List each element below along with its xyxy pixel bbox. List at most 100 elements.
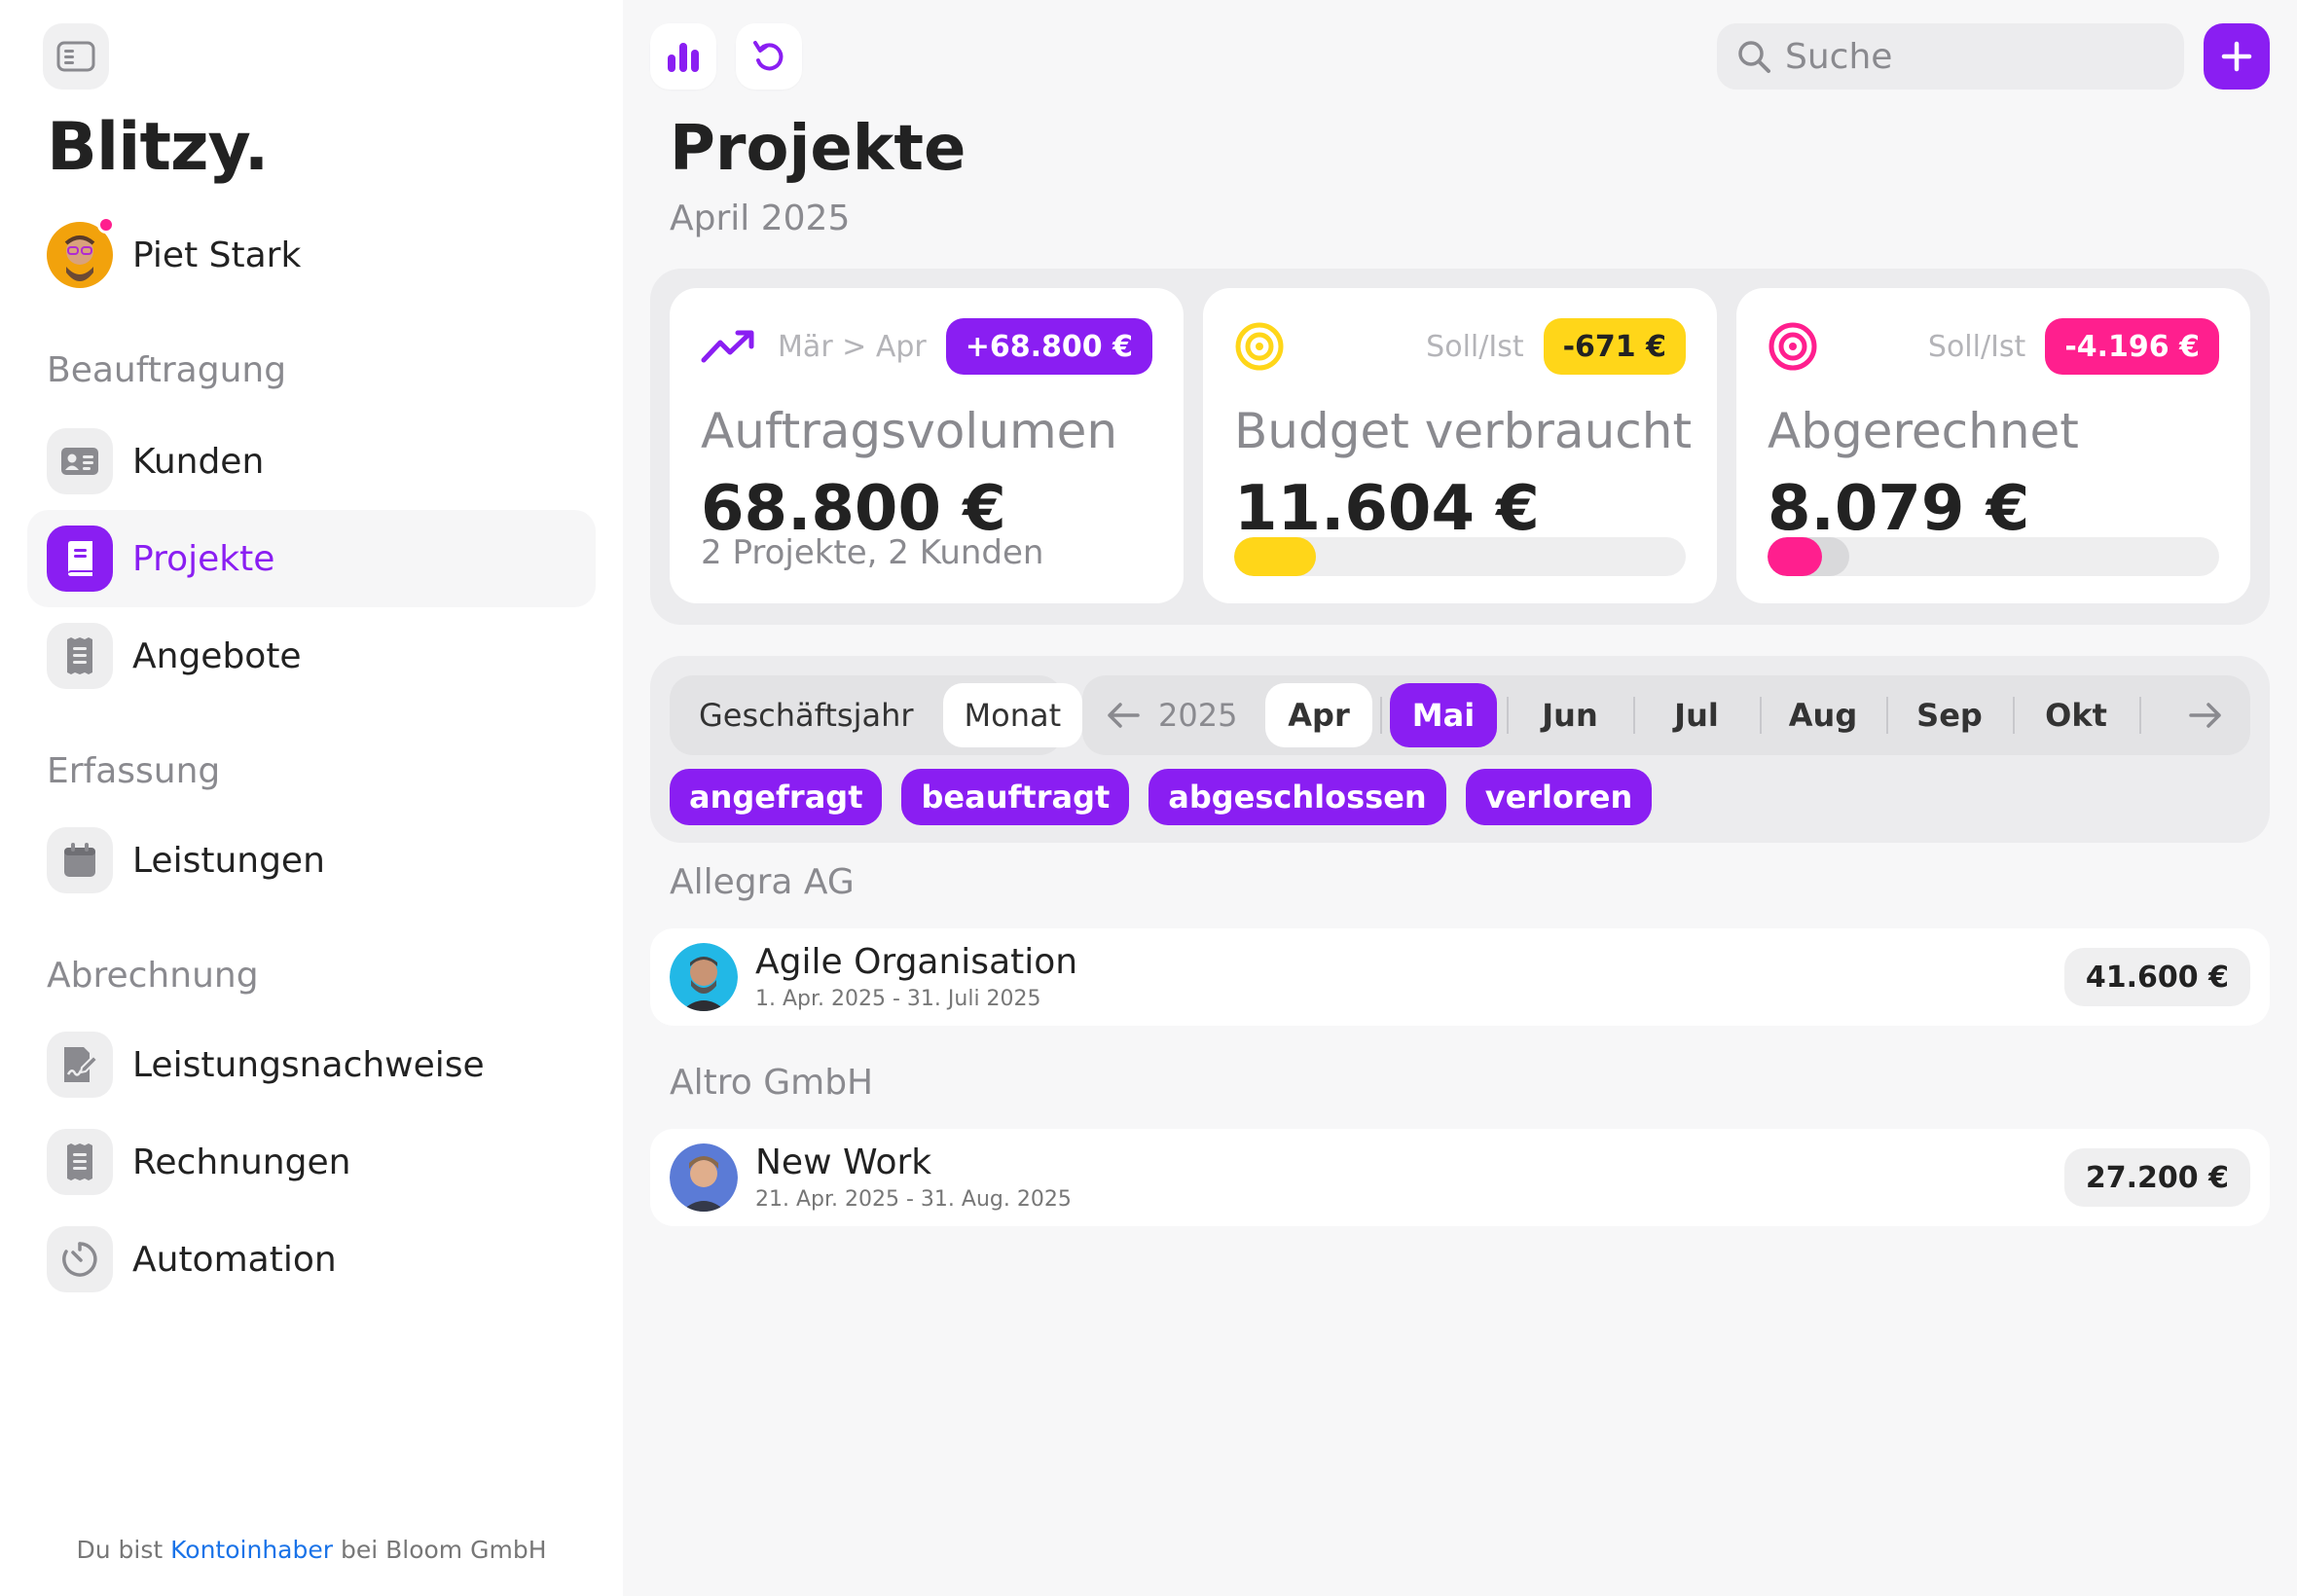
period-mode-toggle: Geschäftsjahr Monat (670, 675, 1083, 755)
sidebar-item-label: Projekte (132, 538, 275, 579)
kpi-compare-label: Soll/Ist (1927, 329, 2026, 364)
month-sep[interactable]: Sep (1916, 697, 1983, 734)
project-dates: 21. Apr. 2025 - 31. Aug. 2025 (755, 1187, 1072, 1212)
kpi-delta-badge: -4.196 € (2045, 318, 2219, 375)
target-icon (1235, 322, 1284, 371)
period-mode-fiscal-year[interactable]: Geschäftsjahr (699, 697, 914, 734)
month-prev-button[interactable] (1106, 675, 1141, 755)
page-subtitle: April 2025 (670, 199, 851, 238)
user-profile[interactable]: Piet Stark (47, 216, 301, 288)
sidebar-item-label: Kunden (132, 441, 265, 482)
account-note: Du bist Kontoinhaber bei Bloom GmbH (0, 1536, 623, 1564)
month-jun[interactable]: Jun (1542, 697, 1598, 734)
section-title-beauftragung: Beauftragung (47, 350, 287, 390)
month-divider (1507, 697, 1509, 734)
month-apr[interactable]: Apr (1265, 683, 1372, 747)
month-divider (2139, 697, 2141, 734)
month-next-button[interactable] (2188, 675, 2223, 755)
project-row[interactable]: Agile Organisation 1. Apr. 2025 - 31. Ju… (650, 928, 2270, 1026)
month-jul[interactable]: Jul (1674, 697, 1719, 734)
month-divider (2013, 697, 2015, 734)
arrow-left-icon (1108, 703, 1140, 728)
kpi-compare-label: Mär > Apr (778, 329, 927, 364)
plus-icon (2221, 41, 2252, 72)
status-filter-chips: angefragt beauftragt abgeschlossen verlo… (670, 769, 1671, 825)
sidebar-item-automation[interactable]: Automation (27, 1211, 596, 1308)
status-chip-beauftragt[interactable]: beauftragt (901, 769, 1130, 825)
month-divider (1760, 697, 1762, 734)
sidebar-item-rechnungen[interactable]: Rechnungen (27, 1113, 596, 1211)
target-icon (1768, 322, 1817, 371)
kpi-title: Auftragsvolumen (701, 403, 1118, 459)
search-input[interactable] (1785, 36, 2155, 77)
sidebar-item-leistungen[interactable]: Leistungen (27, 812, 596, 909)
section-title-erfassung: Erfassung (47, 751, 221, 791)
account-note-suffix: bei Bloom GmbH (340, 1536, 547, 1564)
project-name: Agile Organisation (755, 942, 1078, 982)
budget-progress-bar (1234, 537, 1686, 576)
kpi-card-abgerechnet[interactable]: Soll/Ist -4.196 € Abgerechnet 8.079 € (1736, 288, 2250, 603)
kpi-value: 68.800 € (701, 473, 1006, 545)
brand-logo: Blitzy. (47, 109, 269, 186)
month-aug[interactable]: Aug (1788, 697, 1858, 734)
client-group-title: Altro GmbH (670, 1063, 874, 1103)
arrow-right-icon (2189, 703, 2221, 728)
user-avatar (47, 216, 115, 288)
month-selector: 2025 Apr Mai Jun Jul Aug Sep Okt (1082, 675, 2250, 755)
add-project-button[interactable] (2204, 23, 2270, 90)
project-name: New Work (755, 1143, 932, 1182)
receipt-icon (47, 1129, 113, 1195)
timer-icon (47, 1226, 113, 1292)
kpi-title: Abgerechnet (1768, 403, 2079, 459)
sidebar: Blitzy. Piet Stark Beauftragung Kunden P… (0, 0, 623, 1596)
section-title-abrechnung: Abrechnung (47, 956, 259, 996)
month-selector-year: 2025 (1158, 697, 1238, 734)
signed-document-icon (47, 1032, 113, 1098)
billing-progress-bar (1768, 537, 2219, 576)
month-mai[interactable]: Mai (1390, 683, 1497, 747)
sidebar-item-leistungsnachweise[interactable]: Leistungsnachweise (27, 1016, 596, 1113)
sidebar-item-label: Leistungsnachweise (132, 1044, 485, 1085)
progress-fill (1234, 537, 1316, 576)
refresh-button[interactable] (736, 23, 802, 90)
kpi-subtitle: 2 Projekte, 2 Kunden (701, 533, 1044, 572)
project-amount-badge: 41.600 € (2063, 948, 2250, 1006)
contact-card-icon (47, 428, 113, 494)
sidebar-item-projekte[interactable]: Projekte (27, 510, 596, 607)
account-note-prefix: Du bist (76, 1536, 164, 1564)
search-box[interactable] (1717, 23, 2184, 90)
project-avatar (670, 943, 738, 1011)
sidebar-item-label: Leistungen (132, 840, 325, 881)
kpi-title: Budget verbraucht (1234, 403, 1693, 459)
status-chip-verloren[interactable]: verloren (1465, 769, 1653, 825)
status-chip-angefragt[interactable]: angefragt (670, 769, 883, 825)
month-divider (1380, 697, 1382, 734)
project-row[interactable]: New Work 21. Apr. 2025 - 31. Aug. 2025 2… (650, 1129, 2270, 1226)
sidebar-item-angebote[interactable]: Angebote (27, 607, 596, 705)
sidebar-item-label: Automation (132, 1239, 337, 1280)
notification-dot (97, 216, 115, 234)
sidebar-toggle-button[interactable] (43, 23, 109, 90)
month-divider (1633, 697, 1635, 734)
chart-view-button[interactable] (650, 23, 716, 90)
trend-up-icon (701, 330, 754, 363)
kpi-card-auftragsvolumen[interactable]: Mär > Apr +68.800 € Auftragsvolumen 68.8… (670, 288, 1184, 603)
project-avatar (670, 1143, 738, 1212)
undo-icon (753, 41, 784, 71)
sidebar-item-label: Rechnungen (132, 1142, 351, 1182)
kpi-delta-badge: -671 € (1543, 318, 1686, 375)
progress-fill (1768, 537, 1822, 576)
sidebar-item-kunden[interactable]: Kunden (27, 413, 596, 510)
period-mode-month[interactable]: Monat (942, 683, 1083, 747)
account-role-link[interactable]: Kontoinhaber (170, 1536, 334, 1564)
month-okt[interactable]: Okt (2045, 697, 2107, 734)
status-chip-abgeschlossen[interactable]: abgeschlossen (1148, 769, 1446, 825)
kpi-value: 11.604 € (1234, 473, 1540, 545)
bar-chart-icon (668, 43, 699, 72)
kpi-card-budget-verbraucht[interactable]: Soll/Ist -671 € Budget verbraucht 11.604… (1203, 288, 1717, 603)
receipt-icon (47, 623, 113, 689)
sidebar-toggle-icon (56, 41, 95, 72)
project-dates: 1. Apr. 2025 - 31. Juli 2025 (755, 987, 1041, 1011)
kpi-panel: Mär > Apr +68.800 € Auftragsvolumen 68.8… (650, 269, 2270, 625)
sidebar-item-label: Angebote (132, 635, 302, 676)
